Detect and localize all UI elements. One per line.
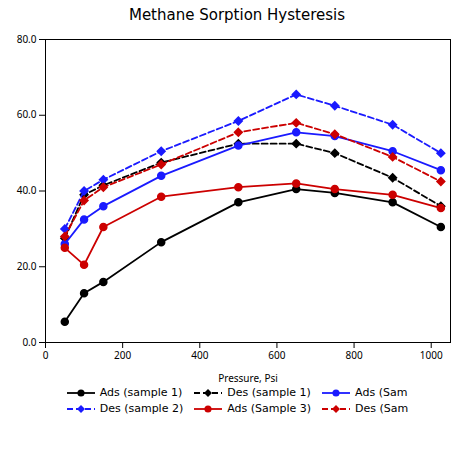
svg-text:600: 600 [268, 348, 285, 362]
svg-text:800: 800 [345, 348, 362, 362]
svg-text:60.0: 60.0 [17, 107, 37, 121]
html-text:Des (Sam: Des (Sam [355, 402, 409, 415]
html-text:Ads (Sam: Ads (Sam [355, 386, 408, 399]
html-text:Ads (sample 1): Ads (sample 1) [99, 386, 183, 399]
html-text:Ads (Sample 3): Ads (Sample 3) [227, 402, 312, 415]
svg-text:0: 0 [43, 348, 49, 362]
html-text:Methane Sorption Hysteresis: Methane Sorption Hysteresis [129, 6, 345, 24]
svg-text:40.0: 40.0 [17, 183, 37, 197]
html-text:Des (sample 1): Des (sample 1) [227, 386, 311, 399]
svg-text:0.0: 0.0 [22, 335, 36, 349]
svg-text:Pressure, Psi: Pressure, Psi [218, 371, 278, 385]
svg-text:1000: 1000 [420, 348, 443, 362]
html-text:Des (sample 2): Des (sample 2) [99, 402, 184, 415]
svg-text:20.0: 20.0 [17, 259, 37, 273]
svg-text:400: 400 [191, 348, 208, 362]
svg-text:80.0: 80.0 [17, 32, 37, 46]
svg-text:200: 200 [114, 348, 131, 362]
